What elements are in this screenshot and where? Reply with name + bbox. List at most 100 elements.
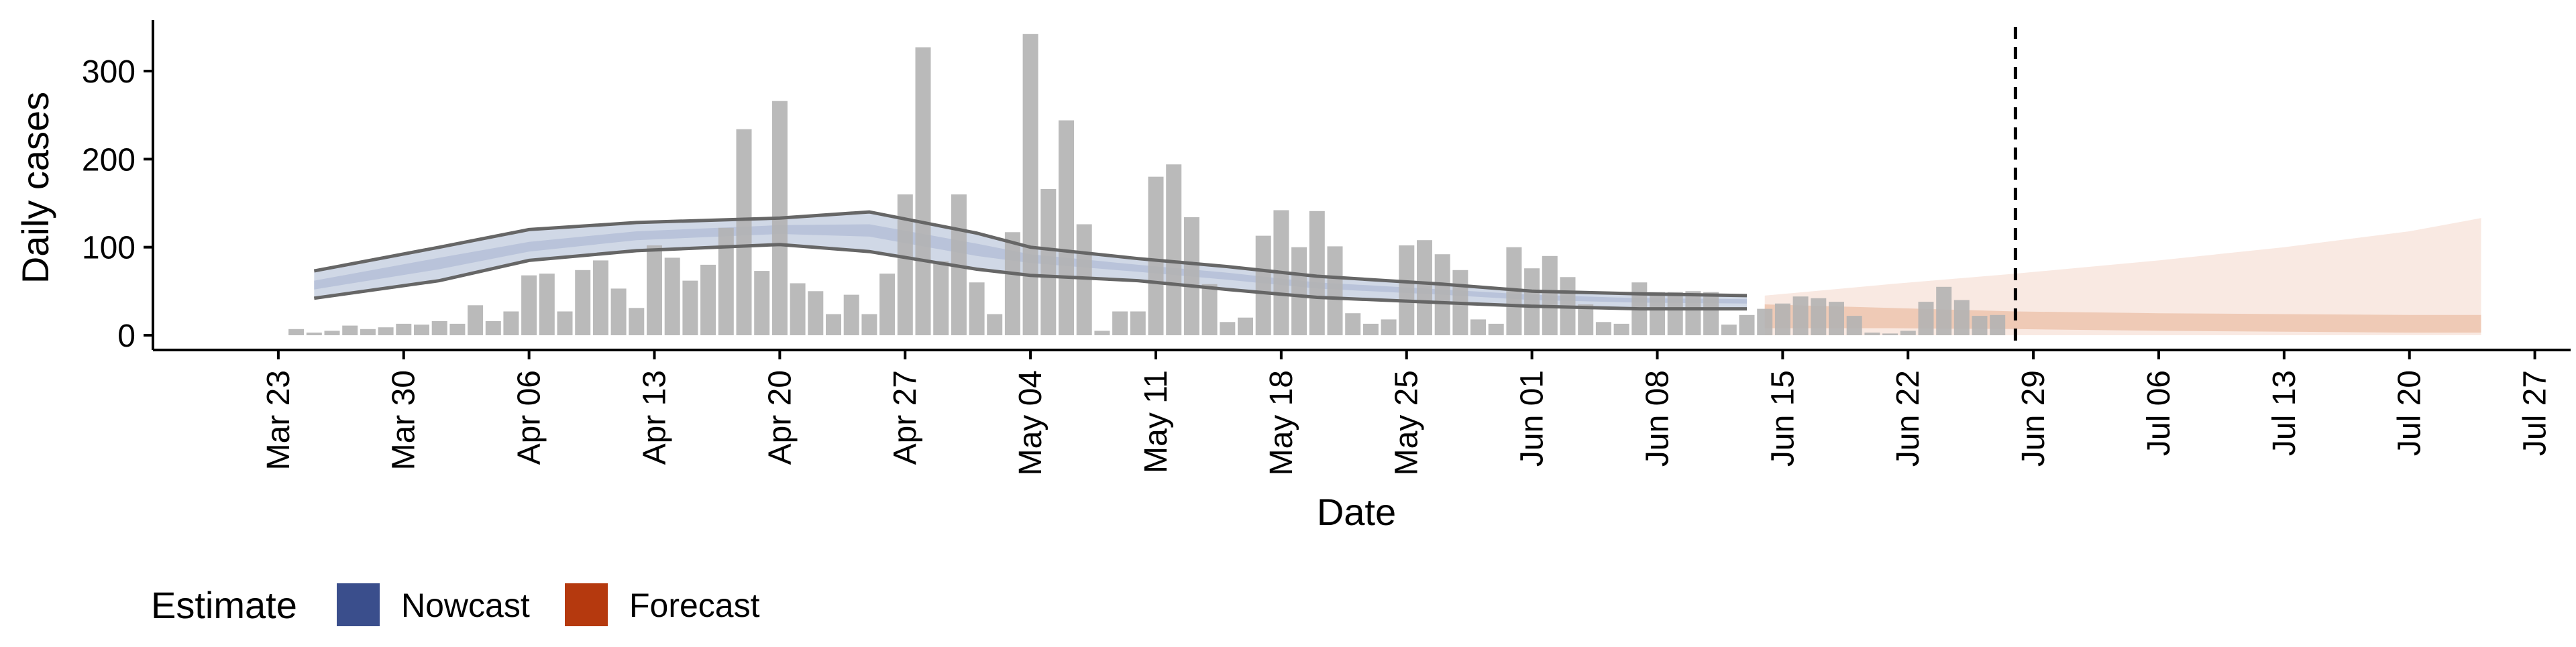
axes: 0 100 200 300 Mar 23 Mar 30 Apr 06 Apr 13 Apr 20… [82,20,2571,475]
x-tick-label: Apr 13 [637,370,673,465]
bar [1972,316,1988,335]
bar [1238,317,1253,335]
bar [1685,291,1701,335]
y-tick-label: 0 [117,318,136,354]
bar [1900,331,1916,335]
x-tick-label: Jun 22 [1890,370,1926,467]
x-tick-label: Apr 06 [512,370,547,465]
bar [1417,240,1432,335]
bar [808,291,824,335]
bar [575,270,591,335]
bar [1309,211,1325,335]
bar [592,260,608,335]
bar [1792,296,1809,335]
x-tick-label: Jun 29 [2016,370,2051,467]
bar [1166,164,1182,335]
legend: Estimate Nowcast Forecast [151,583,760,626]
bar [1130,311,1146,335]
bar [682,280,698,335]
bar [1864,333,1880,335]
bar [664,257,680,335]
bar [1201,284,1218,335]
y-tick-label: 100 [82,231,136,266]
bar [449,323,466,335]
bar [1667,292,1683,335]
legend-title: Estimate [151,584,297,626]
bar [718,227,734,335]
bar [1470,319,1486,335]
bar [647,245,662,335]
bar [736,129,752,335]
bar [1112,311,1128,335]
bar [897,194,913,335]
bar [1846,316,1862,335]
bar [1183,217,1199,335]
x-axis-title: Date [1317,491,1396,533]
bar [1094,331,1110,335]
bar [915,47,931,335]
bar [1524,268,1540,335]
bar [360,329,376,335]
bar [1220,322,1236,335]
bar [629,308,645,335]
bar [1918,302,1934,335]
x-tick-label: Apr 27 [888,370,923,465]
bar [539,274,555,335]
bar [306,333,322,335]
bar [1595,322,1611,335]
bar [1703,292,1719,335]
x-tick-label: May 18 [1264,370,1299,475]
y-axis-title: Daily cases [14,92,56,284]
bar [610,288,627,335]
bar [826,314,841,335]
bar [1434,254,1450,335]
bar [378,327,394,335]
x-tick-label: Jun 15 [1765,370,1801,467]
bar [503,311,519,335]
x-tick-label: Jul 27 [2518,370,2553,456]
bar [1399,245,1415,335]
x-tick-label: Jun 08 [1640,370,1676,467]
y-tick-label: 200 [82,142,136,178]
bar [468,305,484,335]
bar [1040,189,1057,335]
bar [1757,308,1773,335]
bar [1022,34,1038,336]
bar [1004,232,1020,335]
bar [288,329,305,335]
x-tick-label: Jul 13 [2267,370,2302,456]
bar [790,283,806,335]
x-tick-label: Jul 06 [2141,370,2177,456]
bar [754,271,770,335]
x-tick-label: Jun 01 [1515,370,1550,467]
x-tick-label: Apr 20 [762,370,798,465]
bar [431,321,447,335]
bar [933,261,949,335]
x-tick-label: May 25 [1389,370,1425,475]
x-tick-label: Jul 20 [2392,370,2428,456]
y-tick-label: 300 [82,54,136,90]
bar [843,294,859,335]
bar [700,264,716,335]
bar [485,321,501,335]
bar [1059,120,1074,335]
bar [414,325,429,335]
bar [1578,304,1594,335]
bar [1613,323,1629,335]
bar [1829,302,1844,335]
bar [342,325,358,335]
x-tick-label: May 04 [1013,370,1049,475]
bar [1327,246,1343,335]
nowcast-lower-line [313,243,1747,311]
nowcast-lines [313,210,1748,311]
bar [1774,303,1790,335]
bar [1739,314,1755,335]
bar [1291,247,1307,335]
bar [1936,286,1952,335]
bar [1650,292,1665,335]
reported-cases-bars [288,34,2006,336]
legend-label-nowcast: Nowcast [401,587,530,624]
bar [1255,235,1271,335]
